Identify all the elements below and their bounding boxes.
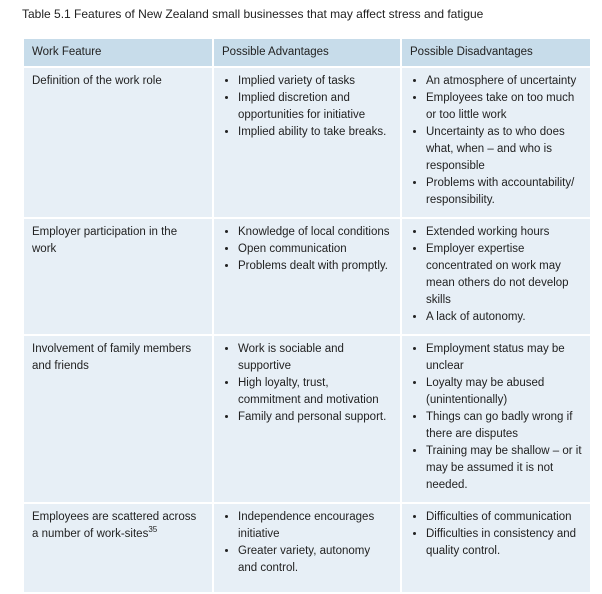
feature-text: Definition of the work role: [32, 75, 162, 87]
list-item: Open communication: [238, 241, 392, 258]
list-item: Training may be shallow – or it may be a…: [426, 443, 582, 494]
list-item: Problems dealt with promptly.: [238, 258, 392, 275]
feature-cell: Employees are scattered across a number …: [22, 502, 214, 594]
list-item: Implied variety of tasks: [238, 73, 392, 90]
disadvantages-cell: Extended working hoursEmployer expertise…: [400, 217, 592, 336]
list-item: Problems with accountability/ responsibi…: [426, 175, 582, 209]
feature-cell: Definition of the work role: [22, 66, 214, 219]
disadvantages-list: Extended working hoursEmployer expertise…: [410, 224, 582, 326]
header-cell: Work Feature: [22, 37, 214, 68]
list-item: Implied ability to take breaks.: [238, 124, 392, 141]
feature-cell: Employer participation in the work: [22, 217, 214, 336]
header-row: Work Feature Possible Advantages Possibl…: [22, 37, 592, 68]
table-row: Employer participation in the work Knowle…: [22, 217, 592, 336]
disadvantages-cell: Difficulties of communicationDifficultie…: [400, 502, 592, 594]
feature-text: Involvement of family members and friend…: [32, 343, 192, 372]
list-item: Knowledge of local conditions: [238, 224, 392, 241]
list-item: Uncertainty as to who does what, when – …: [426, 124, 582, 175]
advantages-cell: Knowledge of local conditionsOpen commun…: [212, 217, 402, 336]
disadvantages-list: An atmosphere of uncertaintyEmployees ta…: [410, 73, 582, 209]
list-item: An atmosphere of uncertainty: [426, 73, 582, 90]
advantages-list: Implied variety of tasksImplied discreti…: [222, 73, 392, 141]
features-table: Work Feature Possible Advantages Possibl…: [22, 37, 592, 594]
advantages-cell: Work is sociable and supportiveHigh loya…: [212, 334, 402, 504]
feature-text: Employees are scattered across a number …: [32, 511, 197, 540]
header-cell: Possible Disadvantages: [400, 37, 592, 68]
disadvantages-cell: Employment status may be unclearLoyalty …: [400, 334, 592, 504]
table-row: Definition of the work role Implied varie…: [22, 66, 592, 219]
disadvantages-list: Difficulties of communicationDifficultie…: [410, 509, 582, 560]
disadvantages-list: Employment status may be unclearLoyalty …: [410, 341, 582, 494]
list-item: Work is sociable and supportive: [238, 341, 392, 375]
table-body: Definition of the work role Implied varie…: [22, 66, 592, 594]
page: Table 5.1 Features of New Zealand small …: [0, 0, 602, 530]
list-item: Greater variety, autonomy and control.: [238, 543, 392, 577]
advantages-cell: Independence encourages initiativeGreate…: [212, 502, 402, 594]
table-row: Involvement of family members and friend…: [22, 334, 592, 504]
list-item: Difficulties of communication: [426, 509, 582, 526]
list-item: Independence encourages initiative: [238, 509, 392, 543]
list-item: Implied discretion and opportunities for…: [238, 90, 392, 124]
list-item: High loyalty, trust, commitment and moti…: [238, 375, 392, 409]
feature-text: Employer participation in the work: [32, 226, 178, 255]
list-item: A lack of autonomy.: [426, 309, 582, 326]
disadvantages-cell: An atmosphere of uncertaintyEmployees ta…: [400, 66, 592, 219]
feature-cell: Involvement of family members and friend…: [22, 334, 214, 504]
list-item: Loyalty may be abused (unintentionally): [426, 375, 582, 409]
list-item: Employment status may be unclear: [426, 341, 582, 375]
list-item: Employees take on too much or too little…: [426, 90, 582, 124]
list-item: Things can go badly wrong if there are d…: [426, 409, 582, 443]
list-item: Family and personal support.: [238, 409, 392, 426]
table-title: Table 5.1 Features of New Zealand small …: [22, 7, 484, 21]
list-item: Employer expertise concentrated on work …: [426, 241, 582, 309]
advantages-cell: Implied variety of tasksImplied discreti…: [212, 66, 402, 219]
list-item: Difficulties in consistency and quality …: [426, 526, 582, 560]
table-row: Employees are scattered across a number …: [22, 502, 592, 594]
advantages-list: Independence encourages initiativeGreate…: [222, 509, 392, 577]
advantages-list: Knowledge of local conditionsOpen commun…: [222, 224, 392, 275]
header-cell: Possible Advantages: [212, 37, 402, 68]
advantages-list: Work is sociable and supportiveHigh loya…: [222, 341, 392, 426]
list-item: Extended working hours: [426, 224, 582, 241]
